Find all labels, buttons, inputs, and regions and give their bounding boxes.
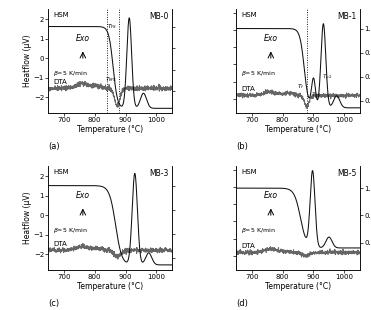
- Text: $\beta$=5 K/min: $\beta$=5 K/min: [53, 69, 88, 78]
- Text: HSM: HSM: [241, 12, 257, 18]
- X-axis label: Temperature (°C): Temperature (°C): [265, 125, 331, 134]
- Text: (a): (a): [48, 142, 60, 151]
- Text: $T_{FS}$: $T_{FS}$: [107, 22, 118, 31]
- X-axis label: Temperature (°C): Temperature (°C): [77, 282, 143, 291]
- Text: $T_{p2}$: $T_{p2}$: [322, 73, 332, 83]
- Text: MB-5: MB-5: [337, 170, 356, 179]
- Text: (c): (c): [48, 299, 59, 308]
- Text: MB-1: MB-1: [337, 12, 356, 21]
- Text: DTA: DTA: [241, 243, 255, 249]
- Y-axis label: Heatflow (μV): Heatflow (μV): [23, 35, 32, 87]
- X-axis label: Temperature (°C): Temperature (°C): [77, 125, 143, 134]
- Text: HSM: HSM: [53, 12, 69, 18]
- Text: DTA: DTA: [241, 86, 255, 92]
- Text: Exo: Exo: [76, 34, 90, 43]
- Text: $\beta$=5 K/min: $\beta$=5 K/min: [53, 226, 88, 235]
- Text: MB-0: MB-0: [149, 12, 168, 21]
- Text: DTA: DTA: [53, 241, 67, 247]
- Text: Exo: Exo: [76, 192, 90, 201]
- Text: $\beta$=5 K/min: $\beta$=5 K/min: [241, 226, 276, 235]
- Text: $T_{MS}$: $T_{MS}$: [105, 75, 116, 84]
- X-axis label: Temperature (°C): Temperature (°C): [265, 282, 331, 291]
- Text: (d): (d): [236, 299, 248, 308]
- Text: DTA: DTA: [53, 79, 67, 85]
- Text: HSM: HSM: [53, 170, 69, 175]
- Text: HSM: HSM: [241, 170, 257, 175]
- Text: (b): (b): [236, 142, 248, 151]
- Text: $T_{f}$: $T_{f}$: [297, 82, 305, 91]
- Text: MB-3: MB-3: [149, 170, 168, 179]
- Y-axis label: Heatflow (μV): Heatflow (μV): [23, 192, 32, 244]
- Text: $T_{p1}$: $T_{p1}$: [311, 91, 321, 101]
- Text: Exo: Exo: [264, 34, 278, 43]
- Text: Exo: Exo: [264, 192, 278, 201]
- Text: $\beta$=5 K/min: $\beta$=5 K/min: [241, 69, 276, 78]
